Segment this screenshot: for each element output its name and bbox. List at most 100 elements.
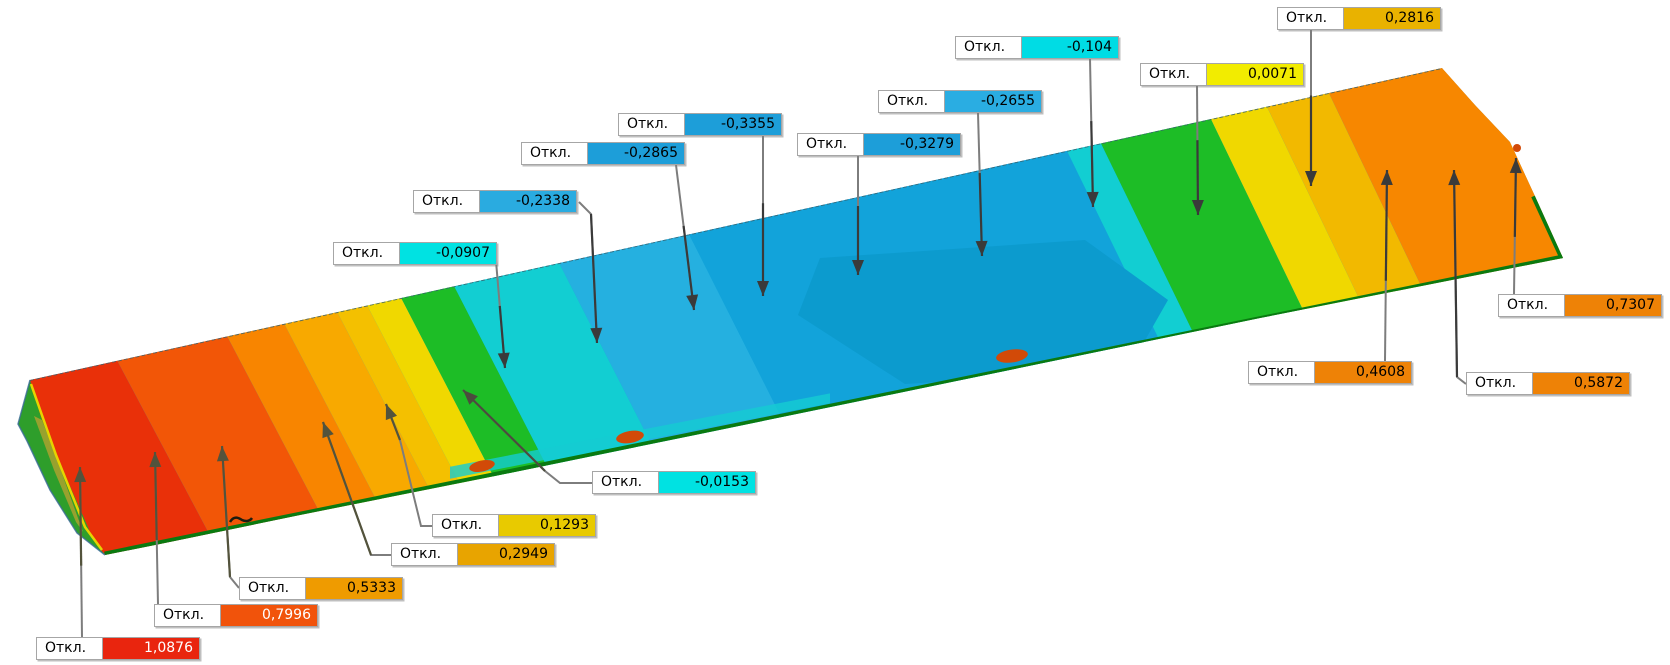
annotation-arrowhead [1305,171,1317,186]
annotation-arrowhead [757,281,769,296]
deviation-callout-value: -0,2865 [588,143,684,164]
deviation-callout[interactable]: Откл. 0,5333 [239,577,403,600]
deviation-callout-title: Откл. [593,472,659,493]
deviation-callout-title: Откл. [522,143,588,164]
deviation-callout[interactable]: Откл. -0,104 [955,36,1119,59]
deviation-callout-value: 0,2816 [1344,8,1440,29]
annotation-leaders [74,30,1522,638]
annotation-arrowhead [463,390,478,405]
deviation-callout-title: Откл. [392,544,458,565]
deviation-callout[interactable]: Откл. 1,0876 [36,637,200,660]
deviation-callout-title: Откл. [1249,362,1315,383]
deviation-callout-value: -0,3355 [685,114,781,135]
deviation-callout-value: 0,7996 [221,605,317,626]
blade-end-face [17,379,106,556]
deviation-callout-title: Откл. [1499,295,1565,316]
colormap-band [333,297,463,497]
defect-spot [469,459,495,473]
deviation-callout[interactable]: Откл. 0,5872 [1466,372,1630,395]
deviation-callout-value: 1,0876 [103,638,199,659]
deviation-callout-value: 0,7307 [1565,295,1661,316]
colormap-band [450,254,655,473]
annotation-arrowhead [1509,158,1522,174]
annotation-arrowhead [216,446,229,462]
arrow-shaft [321,421,373,556]
annotation-arrowhead [1448,170,1461,186]
arrow-shaft [220,445,232,578]
annotation-arrowhead [686,294,699,310]
annotation-arrowhead [1380,170,1393,186]
arrow-shaft [78,466,83,566]
deviation-callout-value: -0,3279 [864,134,960,155]
annotation-arrowhead [385,404,398,421]
deviation-callout-title: Откл. [240,578,306,599]
colormap-band [363,289,497,491]
deviation-callout-value: -0,2655 [945,91,1041,112]
arrow-shaft [1452,169,1459,378]
defect-spot [996,349,1028,363]
deviation-callout-value: 0,1293 [499,515,595,536]
annotation-arrowhead [590,327,603,343]
colormap-band [1207,98,1363,319]
defect-spots [228,144,1521,523]
annotation-arrowhead [74,467,87,483]
deviation-callout[interactable]: Откл. 0,2816 [1277,7,1441,30]
deviation-callout-value: 0,5872 [1533,373,1629,394]
colormap-band [1097,110,1307,341]
deviation-callout-title: Откл. [619,114,685,135]
deviation-callout-title: Откл. [1467,373,1533,394]
deviation-callout[interactable]: Откл. 0,0071 [1140,63,1304,86]
deviation-callout[interactable]: Откл. 0,7996 [154,604,318,627]
deviation-callout-title: Откл. [334,243,400,264]
deviation-callout-title: Откл. [798,134,864,155]
dark-blue-patch [798,240,1168,384]
defect-spot [1513,144,1521,152]
deviation-callout[interactable]: Откл. -0,3279 [797,133,961,156]
deviation-callout-title: Откл. [1141,64,1207,85]
annotation-arrowhead [1086,191,1099,207]
deviation-callout[interactable]: Откл. -0,2338 [413,190,577,213]
end-face-olive-patch [34,416,83,532]
deviation-callout-title: Откл. [879,91,945,112]
blade-top-edge [29,68,1443,381]
colormap-band [555,226,785,451]
deviation-callout[interactable]: Откл. -0,0907 [333,242,497,265]
deviation-callout-value: 0,4608 [1315,362,1411,383]
colormap-band [1325,68,1563,295]
deviation-callout-title: Откл. [1278,8,1344,29]
deviation-callout[interactable]: Откл. 0,2949 [391,543,555,566]
deviation-callout[interactable]: Откл. -0,2865 [521,142,685,165]
annotation-arrowhead [497,352,510,368]
end-face-rim [29,383,104,551]
deviation-callout-title: Откл. [37,638,103,659]
arrow-shaft [589,213,599,344]
deviation-callout[interactable]: Откл. 0,4608 [1248,361,1412,384]
annotation-arrowhead [322,422,334,439]
annotation-arrowhead [1191,199,1204,215]
deviation-callout-title: Откл. [433,515,499,536]
arrow-shaft [1384,169,1389,281]
deviation-callout-value: 0,2949 [458,544,554,565]
deviation-callout[interactable]: Откл. -0,0153 [592,471,756,494]
deviation-callout[interactable]: Откл. 0,7307 [1498,294,1662,317]
colormap-band [223,315,380,519]
deviation-callout-title: Откл. [414,191,480,212]
deviation-callout-value: 0,5333 [306,578,402,599]
deviation-callout-value: -0,0907 [400,243,496,264]
arrow-shaft [462,389,546,472]
colormap-band [1263,84,1425,307]
deviation-callout[interactable]: Откл. -0,2655 [878,90,1042,113]
deviation-callout-title: Откл. [155,605,221,626]
colormap-band [1063,135,1197,348]
deviation-callout[interactable]: Откл. 0,1293 [432,514,596,537]
deviation-callout-title: Откл. [956,37,1022,58]
deviation-callout-value: -0,0153 [659,472,755,493]
colormap-band [280,303,433,507]
deviation-callout-value: 0,0071 [1207,64,1303,85]
surface-mark [228,516,254,523]
colormap-band [113,328,323,542]
deviation-callout[interactable]: Откл. -0,3355 [618,113,782,136]
